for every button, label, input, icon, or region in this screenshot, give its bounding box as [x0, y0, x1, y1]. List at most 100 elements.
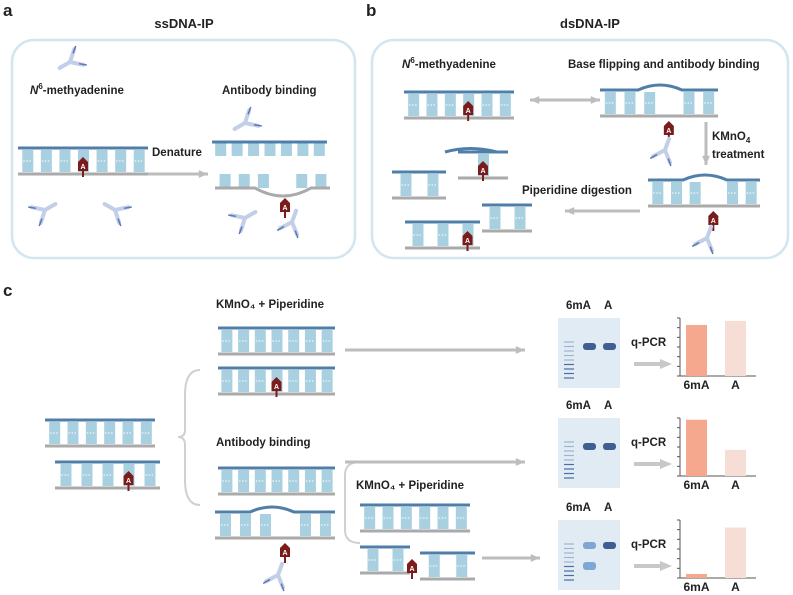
methyl-base-label: A: [80, 164, 85, 171]
gel-band-6mA: [583, 343, 596, 350]
gel-band-A: [603, 343, 616, 350]
bar-6mA: [686, 573, 707, 578]
top-strand: [444, 147, 498, 154]
panel-b-title: dsDNA-IP: [560, 16, 620, 31]
methyl-base-shape: [271, 377, 282, 391]
n6-prefix: N: [30, 85, 39, 97]
dna-duplex: [218, 466, 335, 496]
diagram-shapes: A A A A A A A A A A A: [10, 38, 790, 592]
antibody-body: [232, 108, 261, 131]
kmno4-text: KMnO: [712, 131, 746, 143]
arrow-to-gel-3: [482, 554, 540, 562]
antibody-tips: [28, 206, 43, 227]
methyl-base-label: A: [466, 108, 471, 115]
base: [264, 142, 276, 156]
antibody-body: [57, 47, 86, 70]
dna-duplex: A: [218, 366, 335, 397]
n6-superscript: 6: [38, 82, 43, 91]
methyl-base-shape: [462, 231, 473, 245]
qpcr-arrow-head: [660, 459, 672, 469]
arrow-head: [530, 96, 540, 104]
bar-A: [725, 527, 746, 578]
dna-duplex: [482, 203, 532, 233]
gel-band-A: [603, 443, 616, 450]
methyl-adenine-icon: A: [462, 231, 473, 251]
gel-image: [558, 418, 620, 488]
methyl-base-label: A: [666, 128, 671, 135]
gel-band-A: [603, 542, 616, 549]
bar-label-6mA: 6mA: [683, 378, 709, 392]
denature-label: Denature: [152, 147, 202, 159]
antibody-body: [264, 561, 286, 590]
antibody-tips: [228, 214, 243, 235]
kmno4-arrow-icon: [702, 122, 710, 165]
antibody-icon: [228, 210, 258, 235]
gel-lane-label-A: A: [604, 300, 612, 312]
panel-a-title: ssDNA-IP: [154, 16, 214, 31]
antibody-icon: [102, 202, 132, 227]
antibody-binding-label-a: Antibody binding: [222, 85, 317, 97]
gel-lane-label-6mA: 6mA: [566, 300, 591, 312]
bar-label-6mA: 6mA: [683, 580, 709, 594]
methyl-base-shape: [280, 198, 290, 212]
antibody-body: [102, 202, 131, 225]
panel-a-box: [10, 38, 357, 260]
treatment-label: treatment: [712, 149, 765, 161]
arrow-to-gel-2: [345, 458, 525, 466]
dna-duplex: [360, 503, 470, 533]
result-row: 6mA Aq-PCR 6mA A: [558, 400, 756, 492]
base: [238, 174, 250, 188]
methyl-base-shape: [78, 157, 88, 171]
antibody-tips: [276, 225, 299, 239]
methyl-adenine-icon: A: [123, 471, 134, 491]
result-row: 6mA Aq-PCR 6mA A: [558, 502, 756, 594]
base: [313, 142, 325, 156]
base: [257, 174, 269, 188]
base: [248, 142, 260, 156]
top-strand: [600, 83, 718, 92]
bar-label-A: A: [731, 478, 740, 492]
arrow-head: [565, 207, 575, 215]
top-strand: [215, 505, 335, 514]
methyl-base-label: A: [282, 205, 287, 212]
methyl-base-shape: [123, 471, 134, 485]
dna-duplex: A: [648, 173, 760, 231]
dna-duplex: A: [18, 146, 148, 177]
methyl-base-label: A: [465, 238, 470, 245]
methyl-adenine-icon: A: [280, 543, 290, 563]
gel-band-6mA: [583, 443, 596, 450]
methyl-base-label: A: [711, 218, 716, 225]
n6-superscript: 6: [410, 56, 415, 65]
equilibrium-arrow-icon: [530, 96, 600, 104]
methyl-adenine-icon: A: [708, 211, 719, 231]
antibody-binding-label-c: Antibody binding: [216, 437, 311, 449]
bar-A: [725, 320, 746, 376]
methyl-adenine-icon: A: [271, 377, 282, 397]
methyl-base-shape: [663, 121, 674, 135]
n6-suffix: -methyadenine: [415, 59, 496, 71]
methyl-adenine-icon: A: [407, 559, 417, 579]
bracket-2: [344, 461, 361, 544]
denature-arrow-icon: [148, 170, 208, 178]
base: [215, 142, 227, 156]
arrow-head: [590, 96, 600, 104]
base: [297, 142, 309, 156]
dna-duplex: A: [600, 83, 718, 141]
qpcr-arrow-head: [660, 561, 672, 571]
base: [315, 174, 327, 188]
arrow-head: [530, 554, 540, 562]
qpcr-label: q-PCR: [631, 539, 667, 551]
methyl-base-label: A: [480, 168, 485, 175]
methyl-adenine-icon: A: [478, 161, 488, 181]
gel-band-6mA-cleaved: [583, 562, 596, 570]
antibody-body: [229, 210, 258, 233]
methyl-base-shape: [280, 543, 290, 557]
arrow-head: [515, 346, 525, 354]
dna-duplex: A: [215, 505, 335, 563]
gel-and-qpcr-results: 6mA Aq-PCR 6mA A 6mA Aq-PCR 6mA A 6mA Aq-PCR 6mA A: [558, 300, 756, 594]
methyl-base-label: A: [126, 478, 131, 485]
base: [296, 174, 308, 188]
panel-b-box: [370, 38, 790, 260]
dna-duplex: A: [404, 90, 514, 121]
